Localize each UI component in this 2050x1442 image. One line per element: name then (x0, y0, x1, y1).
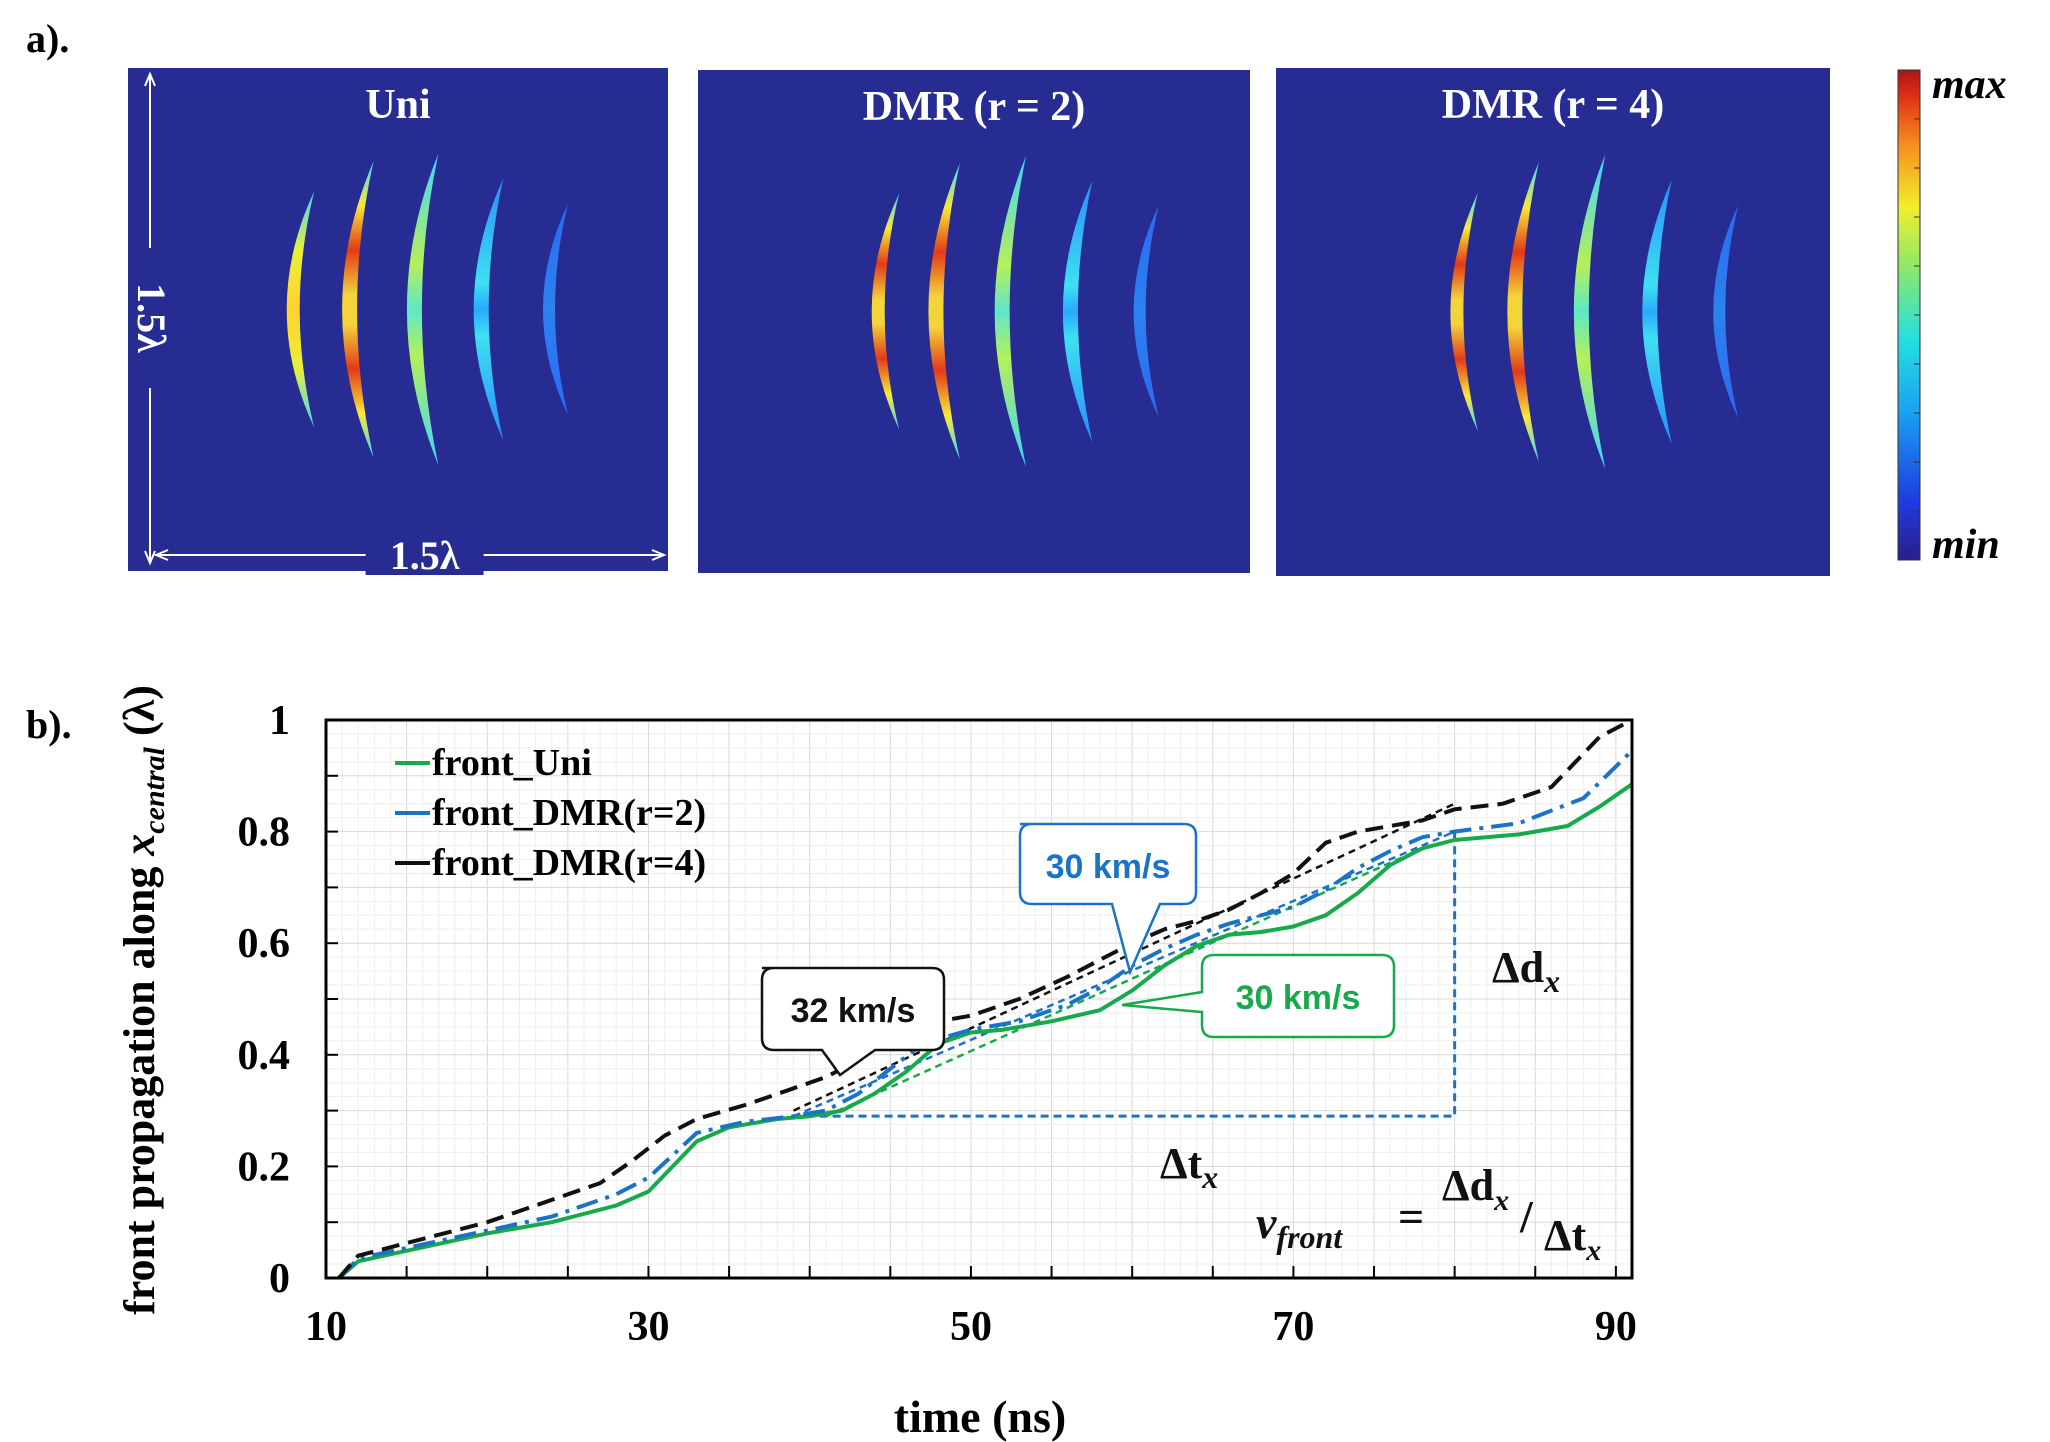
wave-front-band (1642, 179, 1672, 444)
x-axis-label: time (ns) (894, 1391, 1066, 1442)
callout-black: 32 km/s (760, 966, 946, 1077)
wave-front-band (1133, 205, 1159, 418)
formula-v: vfront (1256, 1197, 1343, 1255)
delta-box (793, 831, 1457, 1118)
colorbar-max-label: max (1932, 62, 2007, 108)
scale-label-gap (130, 248, 170, 388)
scale-arrow-head (651, 549, 667, 561)
y-axis-label-unit: (λ) (115, 685, 164, 747)
y-axis-label-var: x (115, 834, 164, 857)
wave-front-band (406, 153, 439, 466)
callout-green: 30 km/s (1121, 953, 1396, 1039)
scale-arrow-head (153, 549, 169, 561)
wave-front-band (1713, 205, 1739, 419)
wave-front-band (1507, 161, 1539, 462)
scale-label-vertical: 1.5λ (129, 283, 174, 353)
legend: front_Uni front_DMR(r=2) front_DMR(r=4) (395, 742, 706, 884)
velocity-formula: vfront = Δdx / Δtx (1256, 1161, 1601, 1267)
field-panel-2: DMR (r = 2) (698, 70, 1250, 573)
x-tick-label: 30 (627, 1304, 669, 1350)
formula-denominator: Δtx (1544, 1211, 1601, 1267)
legend-label: front_DMR(r=2) (432, 792, 706, 834)
field-panel-background (1276, 68, 1830, 576)
scale-label-gap (365, 531, 484, 575)
wave-front-band (871, 193, 900, 430)
y-tick-label: 0.6 (238, 921, 291, 967)
y-axis-label: front propagation along xcentral (λ) (115, 685, 171, 1315)
wave-front-band (286, 191, 315, 428)
callout-green-text: 30 km/s (1236, 979, 1361, 1017)
x-tick-label: 70 (1272, 1304, 1314, 1350)
y-tick-label: 0.2 (238, 1144, 291, 1190)
wave-front-band (543, 203, 568, 416)
field-panel-1: Uni 1.5λ 1.5λ (128, 68, 668, 578)
y-axis-label-main: front propagation along (115, 856, 164, 1315)
field-panel-title: Uni (365, 82, 431, 128)
field-panel-title: DMR (r = 4) (1442, 82, 1665, 128)
series-line-3 (337, 718, 1633, 1280)
colorbar-min-label: min (1932, 522, 2000, 568)
x-tick-label: 50 (950, 1304, 992, 1350)
y-tick-label: 0.8 (238, 810, 291, 856)
y-tick-label: 0.4 (238, 1033, 291, 1079)
axis-ticks: 10 30 50 70 90 0 0.2 0.4 0.6 0.8 1 (238, 698, 1637, 1350)
formula-slash: / (1519, 1191, 1534, 1242)
wave-front-band (994, 155, 1027, 468)
wave-front-band (342, 161, 374, 458)
y-axis-label-sub: central (138, 746, 171, 833)
delta-d-label: Δdx (1492, 943, 1560, 999)
field-panel-background (698, 70, 1250, 573)
delta-box-path (793, 831, 1457, 1118)
scale-arrow-head (144, 71, 156, 87)
callout-black-text: 32 km/s (791, 992, 916, 1030)
series-line-2 (337, 749, 1634, 1280)
panel-a-label: a). (26, 16, 69, 61)
callout-black-box (760, 966, 946, 1077)
field-panel-3: DMR (r = 4) (1276, 68, 1830, 576)
callout-blue-text: 30 km/s (1046, 848, 1171, 886)
fit-line (825, 847, 1423, 1118)
colorbar: max min (1897, 62, 2007, 568)
y-tick-label: 0 (269, 1256, 290, 1302)
callout-blue-box (1018, 822, 1198, 976)
callout-green-box (1121, 953, 1396, 1039)
series-lines (337, 718, 1634, 1280)
wave-front-band (928, 163, 960, 460)
callout-blue: 30 km/s (1018, 822, 1198, 976)
scale-label-horizontal: 1.5λ (390, 533, 460, 578)
field-panel-background (128, 68, 668, 571)
chart-grid (325, 719, 1633, 1279)
legend-label: front_Uni (432, 742, 592, 784)
delta-t-label: Δtx (1160, 1139, 1218, 1195)
x-tick-label: 90 (1595, 1304, 1637, 1350)
field-panel-title: DMR (r = 2) (863, 84, 1086, 130)
series-line-1 (337, 782, 1634, 1280)
scale-arrow-head (144, 550, 156, 566)
propagation-chart: 10 30 50 70 90 0 0.2 0.4 0.6 0.8 1 time (ns) front… (115, 685, 1637, 1442)
y-tick-label: 1 (269, 698, 290, 744)
wave-front-band (1062, 180, 1093, 443)
wave-front-band (1573, 154, 1606, 470)
formula-numerator: Δdx (1442, 1161, 1509, 1217)
x-tick-label: 10 (305, 1304, 347, 1350)
wave-front-band (1450, 192, 1478, 432)
legend-label: front_DMR(r=4) (432, 842, 706, 884)
wave-front-band (473, 178, 504, 441)
field-panels: Uni 1.5λ 1.5λ DMR (r = 2) DMR (r = 4) (128, 68, 1830, 578)
panel-b-label: b). (26, 702, 72, 747)
formula-equals: = (1398, 1191, 1424, 1242)
